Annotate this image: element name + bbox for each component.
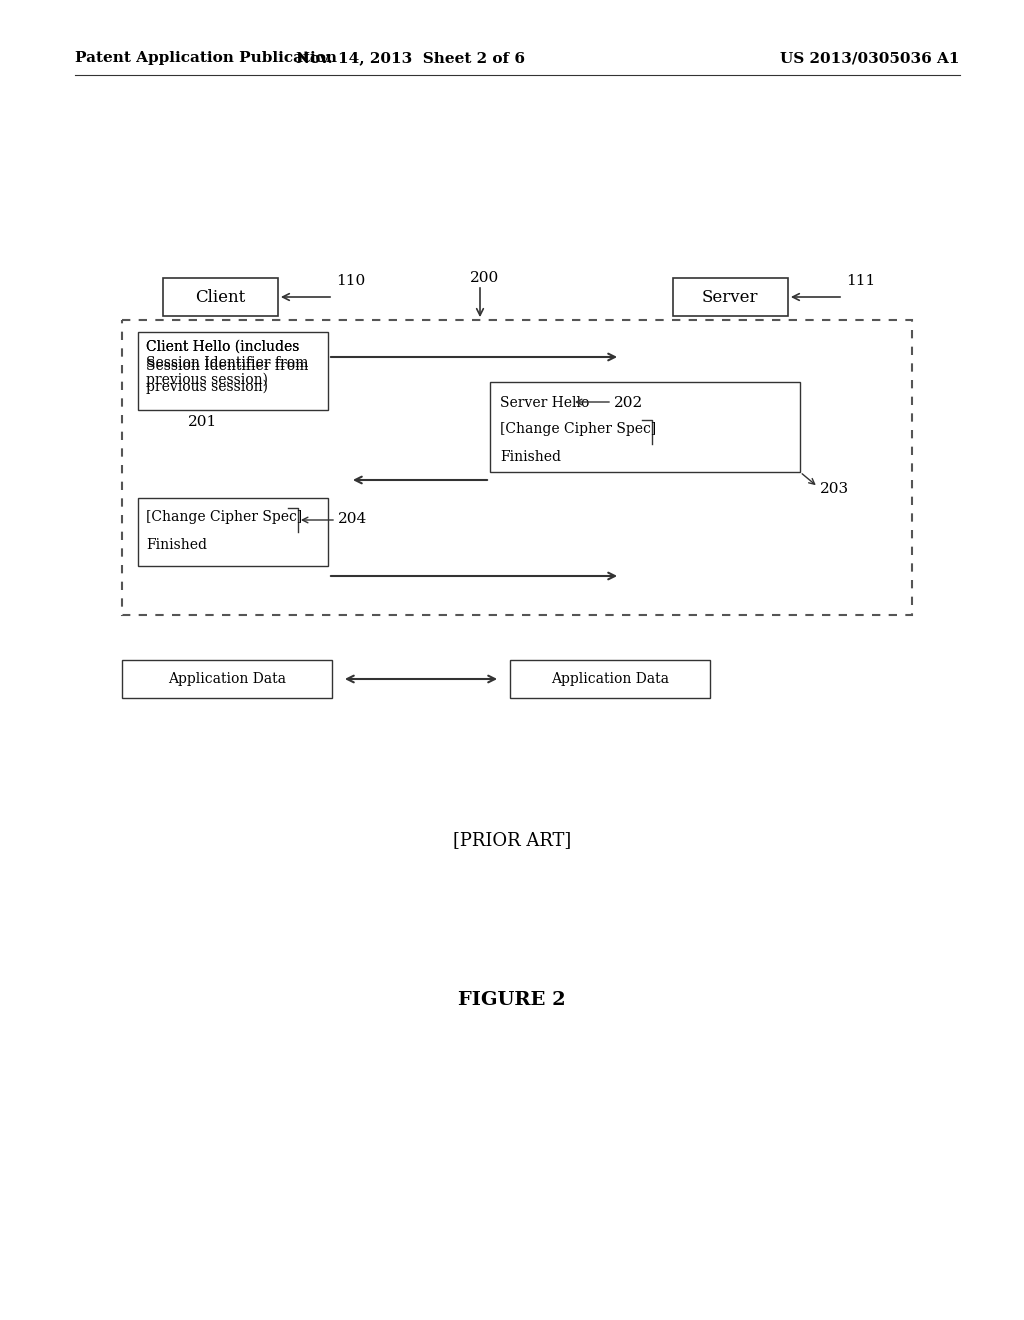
Text: Application Data: Application Data bbox=[551, 672, 669, 686]
Text: [Change Cipher Spec]: [Change Cipher Spec] bbox=[146, 510, 302, 524]
Text: 110: 110 bbox=[336, 275, 366, 288]
Text: Server Hello: Server Hello bbox=[500, 396, 590, 411]
Text: Client: Client bbox=[195, 289, 245, 305]
Text: Patent Application Publication: Patent Application Publication bbox=[75, 51, 337, 65]
Bar bbox=[510, 660, 710, 698]
Bar bbox=[122, 319, 912, 615]
Bar bbox=[490, 381, 800, 473]
Text: US 2013/0305036 A1: US 2013/0305036 A1 bbox=[780, 51, 961, 65]
Text: [PRIOR ART]: [PRIOR ART] bbox=[453, 832, 571, 849]
Text: 204: 204 bbox=[338, 512, 368, 525]
Text: 111: 111 bbox=[846, 275, 876, 288]
Text: Client Hello (includes
Session Identifier from
previous session): Client Hello (includes Session Identifie… bbox=[146, 341, 308, 387]
Text: Finished: Finished bbox=[500, 450, 561, 465]
Text: 203: 203 bbox=[820, 482, 849, 496]
Text: Server: Server bbox=[701, 289, 758, 305]
Bar bbox=[138, 498, 328, 566]
Text: Finished: Finished bbox=[146, 539, 207, 552]
Bar bbox=[163, 279, 278, 315]
Text: [Change Cipher Spec]: [Change Cipher Spec] bbox=[500, 422, 656, 436]
Bar bbox=[673, 279, 788, 315]
Bar bbox=[122, 660, 332, 698]
Text: Client Hello (includes
Session Identifier from
previous session): Client Hello (includes Session Identifie… bbox=[146, 341, 308, 393]
Text: 202: 202 bbox=[614, 396, 643, 411]
Bar bbox=[138, 333, 328, 411]
Text: FIGURE 2: FIGURE 2 bbox=[458, 991, 566, 1008]
Text: 200: 200 bbox=[470, 271, 500, 285]
Text: 201: 201 bbox=[188, 414, 217, 429]
Text: Nov. 14, 2013  Sheet 2 of 6: Nov. 14, 2013 Sheet 2 of 6 bbox=[296, 51, 524, 65]
Text: Application Data: Application Data bbox=[168, 672, 286, 686]
